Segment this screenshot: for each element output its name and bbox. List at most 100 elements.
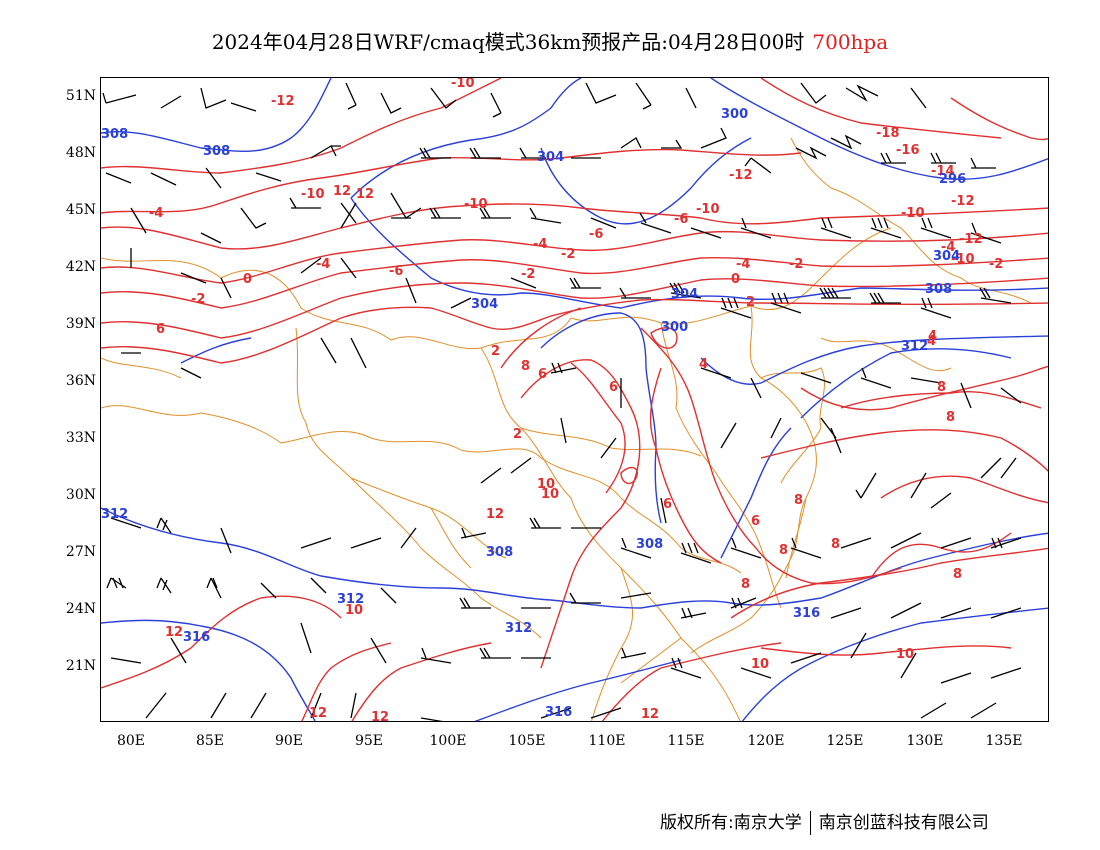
height-label: 312 — [901, 339, 928, 354]
temp-label: 8 — [521, 359, 530, 374]
height-label: 316 — [545, 705, 572, 720]
copyright-footer: 版权所有:南京大学 南京创蓝科技有限公司 — [660, 808, 989, 835]
lat-label: 42N — [65, 259, 96, 275]
height-label: 304 — [471, 297, 498, 312]
temp-label: 12 — [371, 710, 389, 722]
temp-label: -10 — [901, 206, 925, 221]
temp-label: -4 — [736, 257, 750, 272]
temp-label: 0 — [243, 272, 252, 287]
temp-label: -4 — [149, 206, 163, 221]
lat-label: 30N — [65, 487, 96, 503]
height-label: 308 — [203, 144, 230, 159]
footer-divider — [809, 811, 811, 835]
temp-label: 8 — [741, 577, 750, 592]
height-label: 308 — [925, 282, 952, 297]
map-title: 2024年04月28日WRF/cmaq模式36km预报产品:04月28日00时 7… — [0, 26, 1100, 55]
map-canvas: -12 -10 -18 -16 -14 -12 -10 -12 -10 12 -… — [101, 78, 1048, 722]
height-label: 308 — [486, 545, 513, 560]
temp-label: -4 — [533, 237, 547, 252]
temp-label: 4 — [928, 329, 937, 344]
temp-label: -14 — [931, 164, 955, 179]
height-label: 300 — [661, 320, 688, 335]
temp-label: -10 — [451, 78, 475, 91]
temp-label: -10 — [464, 197, 488, 212]
lat-label: 27N — [65, 544, 96, 560]
temp-label: 8 — [953, 567, 962, 582]
temp-label: -4 — [941, 240, 955, 255]
temp-label: -2 — [989, 257, 1003, 272]
temp-label: 2 — [746, 295, 755, 310]
lon-label: 80E — [116, 733, 146, 749]
temp-label: -6 — [589, 227, 603, 242]
lon-label: 110E — [588, 733, 626, 749]
temp-label: -18 — [876, 126, 900, 141]
lon-label: 105E — [508, 733, 546, 749]
temp-label: 10 — [541, 487, 559, 502]
lon-label: 115E — [667, 733, 705, 749]
temp-label: -16 — [896, 143, 920, 158]
temp-label: 12 — [486, 507, 504, 522]
temp-label: 12 — [356, 187, 374, 202]
lat-label: 33N — [65, 430, 96, 446]
temp-label: 12 — [333, 184, 351, 199]
temp-label: 4 — [927, 334, 936, 349]
lon-label: 100E — [429, 733, 467, 749]
temp-label: -6 — [674, 212, 688, 227]
lat-label: 51N — [65, 88, 96, 104]
height-contours — [101, 78, 1048, 721]
lon-label: 90E — [274, 733, 304, 749]
lon-label: 95E — [354, 733, 384, 749]
height-labels: 308 308 304 300 296 304 304 300 304 308 … — [101, 107, 966, 720]
title-main: 2024年04月28日WRF/cmaq模式36km预报产品:04月28日00时 — [211, 30, 805, 54]
height-label: 296 — [939, 172, 966, 187]
temp-label: -2 — [561, 247, 575, 262]
temp-label: 6 — [751, 514, 760, 529]
temp-label: 12 — [641, 707, 659, 722]
height-label: 316 — [793, 606, 820, 621]
temp-label: 10 — [896, 647, 914, 662]
height-label: 312 — [505, 621, 532, 636]
lon-label: 125E — [826, 733, 864, 749]
height-label: 312 — [101, 507, 128, 522]
temp-label: 12 — [309, 706, 327, 721]
lat-label: 45N — [65, 202, 96, 218]
height-label: 304 — [537, 150, 564, 165]
temp-label: 2 — [513, 427, 522, 442]
temp-label: -12 — [729, 168, 753, 183]
temp-label: -10 — [696, 202, 720, 217]
temperature-labels: -12 -10 -18 -16 -14 -12 -10 -12 -10 12 -… — [149, 78, 1003, 722]
temp-label: 6 — [156, 322, 165, 337]
temp-label: 8 — [794, 493, 803, 508]
temp-label: 8 — [937, 380, 946, 395]
temp-label: -4 — [316, 257, 330, 272]
lat-label: 48N — [65, 145, 96, 161]
height-label: 312 — [337, 592, 364, 607]
wind-barbs — [102, 82, 1022, 721]
company-name: 南京创蓝科技有限公司 — [818, 813, 989, 833]
map-frame: -12 -10 -18 -16 -14 -12 -10 -12 -10 12 -… — [100, 77, 1049, 722]
lon-label: 130E — [906, 733, 944, 749]
temp-label: 6 — [538, 367, 547, 382]
temp-label: -6 — [389, 264, 403, 279]
height-label: 316 — [183, 630, 210, 645]
lat-label: 36N — [65, 373, 96, 389]
temp-label: 6 — [609, 380, 618, 395]
lat-label: 39N — [65, 316, 96, 332]
lat-label: 24N — [65, 601, 96, 617]
temp-label: 8 — [831, 537, 840, 552]
temp-label: 12 — [165, 625, 183, 640]
height-label: 308 — [636, 537, 663, 552]
temp-label: 10 — [345, 603, 363, 618]
temp-label: 2 — [491, 344, 500, 359]
temp-label: -10 — [951, 252, 975, 267]
temp-label: 10 — [537, 477, 555, 492]
lon-label: 135E — [985, 733, 1023, 749]
height-label: 304 — [671, 287, 698, 302]
temp-label: -12 — [959, 232, 983, 247]
temp-label: 4 — [699, 357, 708, 372]
copyright-text: 版权所有:南京大学 — [660, 813, 802, 833]
province-borders — [101, 137, 1032, 721]
temperature-contours — [101, 78, 1048, 721]
lon-label: 120E — [747, 733, 785, 749]
temp-label: -10 — [301, 187, 325, 202]
